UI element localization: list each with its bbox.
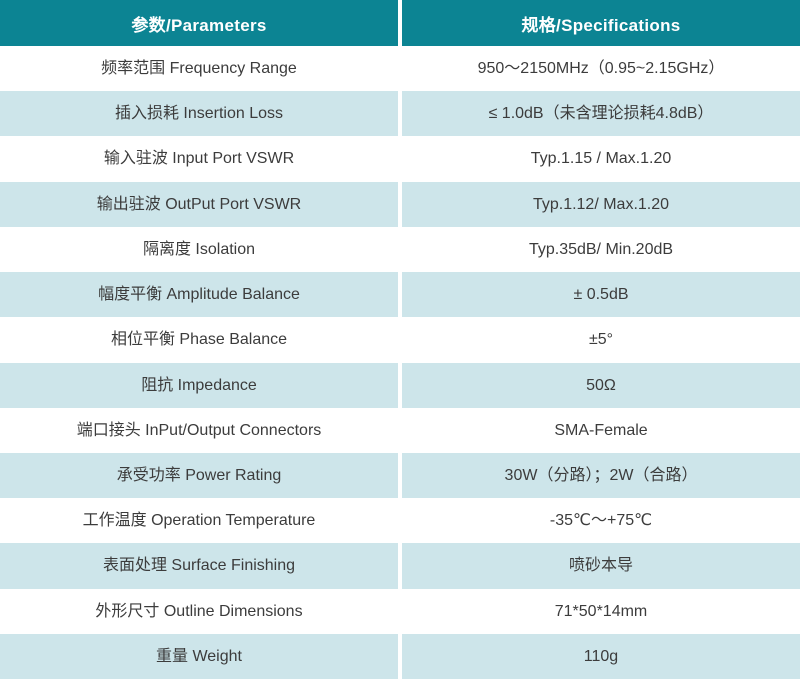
header-parameters: 参数/Parameters [0, 0, 398, 46]
table-row: 输出驻波 OutPut Port VSWR Typ.1.12/ Max.1.20 [0, 181, 800, 227]
spec-cell: Typ.1.12/ Max.1.20 [402, 181, 800, 227]
table-row: 幅度平衡 Amplitude Balance ± 0.5dB [0, 272, 800, 318]
spec-cell: Typ.1.15 / Max.1.20 [402, 136, 800, 182]
param-cell: 外形尺寸 Outline Dimensions [0, 588, 398, 634]
param-cell: 重量 Weight [0, 633, 398, 679]
param-cell: 输入驻波 Input Port VSWR [0, 136, 398, 182]
spec-cell: 30W（分路）；2W（合路） [402, 452, 800, 499]
header-specifications: 规格/Specifications [402, 0, 800, 46]
param-cell: 端口接头 InPut/Output Connectors [0, 407, 398, 453]
table-row: 端口接头 InPut/Output Connectors SMA-Female [0, 407, 800, 453]
table-row: 工作温度 Operation Temperature -35℃～+75℃ [0, 498, 800, 544]
param-cell: 相位平衡 Phase Balance [0, 317, 398, 363]
param-cell: 插入损耗 Insertion Loss [0, 91, 398, 137]
param-cell: 工作温度 Operation Temperature [0, 498, 398, 544]
table-row: 阻抗 Impedance 50Ω [0, 362, 800, 408]
table-row: 重量 Weight 110g [0, 633, 800, 679]
param-cell: 隔离度 Isolation [0, 226, 398, 273]
table-row: 频率范围 Frequency Range 950～2150MHz（0.95~2.… [0, 46, 800, 92]
spec-cell: SMA-Female [402, 407, 800, 453]
param-cell: 承受功率 Power Rating [0, 452, 398, 499]
param-cell: 频率范围 Frequency Range [0, 46, 398, 92]
spec-cell: 71*50*14mm [402, 588, 800, 634]
param-cell: 幅度平衡 Amplitude Balance [0, 272, 398, 318]
spec-cell: 950～2150MHz（0.95~2.15GHz） [402, 46, 800, 92]
param-cell: 输出驻波 OutPut Port VSWR [0, 181, 398, 227]
table-body: 频率范围 Frequency Range 950～2150MHz（0.95~2.… [0, 46, 800, 679]
table-row: 外形尺寸 Outline Dimensions 71*50*14mm [0, 588, 800, 634]
spec-cell: ± 0.5dB [402, 272, 800, 318]
param-cell: 表面处理 Surface Finishing [0, 543, 398, 589]
spec-cell: ±5° [402, 317, 800, 363]
spec-cell: 喷砂本导 [402, 543, 800, 589]
spec-cell: Typ.35dB/ Min.20dB [402, 226, 800, 273]
spec-cell: ≤ 1.0dB（未含理论损耗4.8dB） [402, 91, 800, 137]
spec-cell: 110g [402, 633, 800, 679]
spec-cell: 50Ω [402, 362, 800, 408]
param-cell: 阻抗 Impedance [0, 362, 398, 408]
table-row: 承受功率 Power Rating 30W（分路）；2W（合路） [0, 452, 800, 499]
table-row: 插入损耗 Insertion Loss ≤ 1.0dB（未含理论损耗4.8dB） [0, 91, 800, 137]
table-row: 输入驻波 Input Port VSWR Typ.1.15 / Max.1.20 [0, 136, 800, 182]
table-row: 表面处理 Surface Finishing 喷砂本导 [0, 543, 800, 589]
spec-cell: -35℃～+75℃ [402, 498, 800, 544]
table-header-row: 参数/Parameters 规格/Specifications [0, 0, 800, 46]
table-row: 相位平衡 Phase Balance ±5° [0, 317, 800, 363]
table-row: 隔离度 Isolation Typ.35dB/ Min.20dB [0, 226, 800, 273]
